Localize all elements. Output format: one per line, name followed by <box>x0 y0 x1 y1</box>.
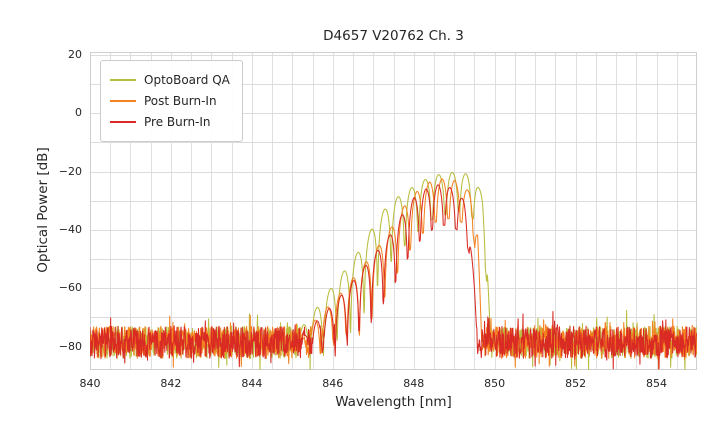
legend: OptoBoard QA Post Burn-In Pre Burn-In <box>100 60 243 142</box>
x-tick-label: 848 <box>403 377 425 390</box>
legend-entry: Pre Burn-In <box>110 113 230 131</box>
x-axis-label: Wavelength [nm] <box>335 394 452 410</box>
chart-title: D4657 V20762 Ch. 3 <box>323 28 464 44</box>
x-tick-label: 844 <box>241 377 263 390</box>
y-tick-label: −60 <box>58 281 82 295</box>
legend-line-swatch <box>110 121 136 123</box>
legend-label: OptoBoard QA <box>144 73 230 87</box>
x-tick-label: 854 <box>646 377 668 390</box>
legend-line-swatch <box>110 100 136 102</box>
x-tick-label: 850 <box>484 377 506 390</box>
x-tick-label: 842 <box>160 377 182 390</box>
y-tick-label: 20 <box>68 47 82 61</box>
x-tick-label: 846 <box>322 377 344 390</box>
y-tick-label: −40 <box>58 222 82 236</box>
legend-line-swatch <box>110 79 136 81</box>
legend-label: Pre Burn-In <box>144 115 211 129</box>
x-tick-label: 852 <box>565 377 587 390</box>
legend-entry: Post Burn-In <box>110 92 230 110</box>
legend-entry: OptoBoard QA <box>110 71 230 89</box>
x-tick-label: 840 <box>79 377 101 390</box>
y-tick-label: 0 <box>75 106 82 120</box>
y-tick-label: −80 <box>58 339 82 353</box>
y-tick-label: −20 <box>58 164 82 178</box>
legend-label: Post Burn-In <box>144 94 217 108</box>
y-axis-label: Optical Power [dB] <box>35 147 51 273</box>
